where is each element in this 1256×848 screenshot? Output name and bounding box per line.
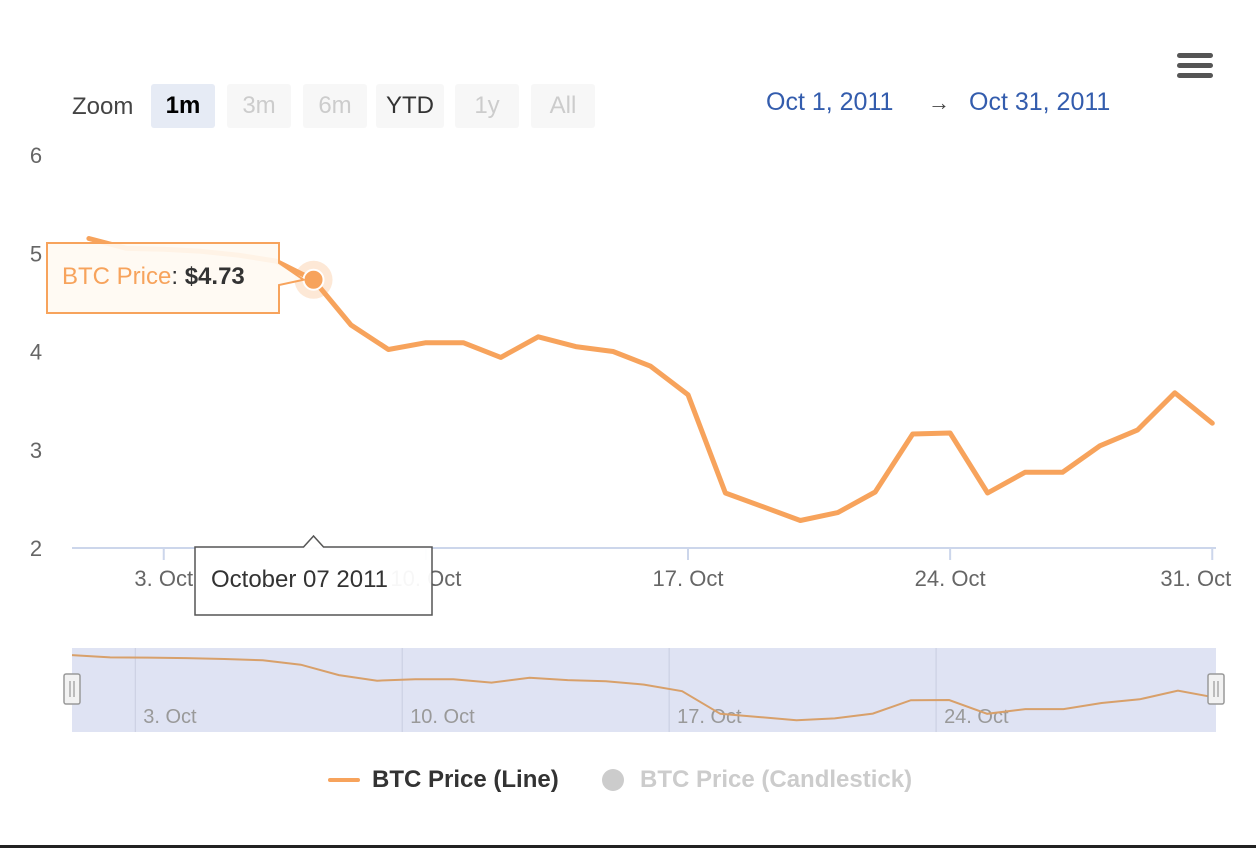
legend-item-line[interactable]: BTC Price (Line) — [328, 760, 559, 800]
navigator-tick-label: 17. Oct — [677, 706, 742, 728]
y-tick-label: 3 — [30, 438, 42, 463]
zoom-1m-button[interactable]: 1m — [151, 84, 215, 128]
x-tick-label: 31. Oct — [1160, 566, 1231, 591]
navigator-tick-label: 24. Oct — [944, 706, 1009, 728]
zoom-label: Zoom — [72, 93, 134, 120]
zoom-ytd-button[interactable]: YTD — [376, 84, 444, 128]
date-tooltip-box — [194, 534, 433, 616]
bottom-border — [0, 845, 1256, 848]
tooltip-value: $4.73 — [185, 263, 245, 290]
legend: BTC Price (Line) BTC Price (Candlestick) — [0, 760, 1256, 800]
navigator-selected-range[interactable] — [72, 648, 1216, 732]
date-tooltip-text: October 07 2011 — [211, 566, 388, 593]
tooltip-series-label: BTC Price — [62, 263, 171, 290]
x-tick-label: 24. Oct — [915, 566, 986, 591]
tooltip-layer: BTC Price: $4.73 October 07 2011 — [46, 242, 433, 616]
date-to-input[interactable]: Oct 31, 2011 — [969, 88, 1111, 116]
hover-point-marker[interactable] — [302, 268, 325, 291]
value-tooltip-text: BTC Price: $4.73 — [62, 263, 245, 290]
tooltip-separator: : — [171, 263, 184, 290]
navigator-left-handle[interactable] — [63, 673, 81, 705]
value-tooltip-box — [46, 242, 307, 314]
price-chart: 2 3 4 5 6 3. Oct 10. Oct 17. Oct 24. Oct 31. Oct… — [30, 143, 1231, 732]
y-axis-labels: 2 3 4 5 6 — [30, 143, 42, 561]
hamburger-menu-icon[interactable] — [1170, 46, 1220, 86]
zoom-6m-button[interactable]: 6m — [303, 84, 367, 128]
legend-label-line: BTC Price (Line) — [372, 766, 559, 793]
legend-label-candlestick: BTC Price (Candlestick) — [640, 766, 913, 793]
zoom-1y-button[interactable]: 1y — [455, 84, 519, 128]
navigator-right-handle[interactable] — [1207, 673, 1225, 705]
navigator-series-line — [71, 654, 1217, 722]
zoom-3m-button[interactable]: 3m — [227, 84, 291, 128]
y-tick-label: 5 — [30, 241, 42, 266]
y-tick-label: 2 — [30, 536, 42, 561]
navigator: 3. Oct 10. Oct 17. Oct 24. Oct — [63, 648, 1225, 732]
date-range-arrow: → — [928, 90, 950, 115]
navigator-tick-label: 10. Oct — [410, 706, 475, 728]
zoom-all-button[interactable]: All — [531, 84, 595, 128]
date-from-input[interactable]: Oct 1, 2011 — [766, 88, 894, 116]
line-series-icon — [328, 778, 360, 782]
x-tick-label: 17. Oct — [653, 566, 724, 591]
candlestick-series-icon — [602, 769, 624, 791]
legend-item-candlestick[interactable]: BTC Price (Candlestick) — [602, 760, 912, 800]
y-tick-label: 4 — [30, 340, 42, 365]
navigator-tick-label: 3. Oct — [143, 706, 197, 728]
x-tick-label: 3. Oct — [134, 566, 193, 591]
y-tick-label: 6 — [30, 143, 42, 168]
